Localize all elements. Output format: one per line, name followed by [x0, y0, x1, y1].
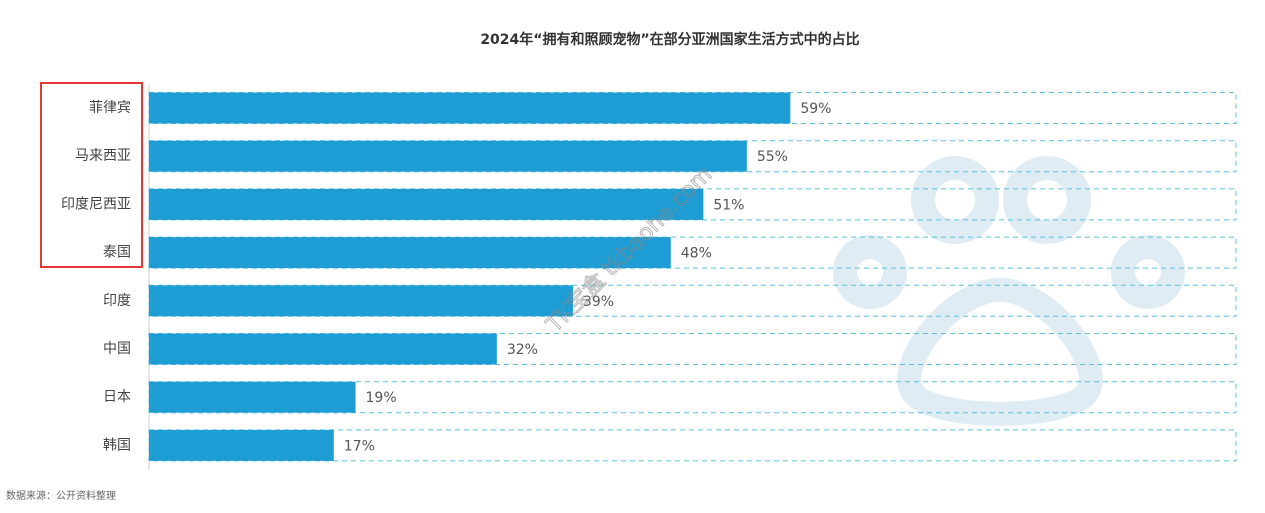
value-label: 48%	[681, 246, 712, 262]
source-note: 数据来源：公开资料整理	[6, 489, 116, 502]
bar	[149, 92, 791, 124]
bar	[149, 285, 573, 317]
value-label: 19%	[366, 390, 397, 406]
y-tick-label: 菲律宾	[89, 100, 131, 116]
bar-track	[148, 333, 1237, 365]
highlight-box	[40, 82, 143, 268]
value-label: 39%	[583, 294, 614, 310]
paw-decoration	[833, 156, 1185, 426]
bar	[149, 140, 747, 172]
value-label: 59%	[800, 101, 831, 117]
bar	[149, 381, 356, 413]
bar-track	[148, 381, 1237, 414]
y-tick-label: 日本	[103, 389, 131, 405]
bar-track	[148, 284, 1237, 317]
bar	[149, 333, 497, 365]
y-tick-label: 马来西亚	[75, 148, 131, 164]
y-tick-label: 泰国	[103, 245, 131, 261]
bar	[149, 237, 671, 269]
bar	[149, 188, 704, 220]
bar-track	[148, 429, 1237, 462]
y-tick-label: 印度尼西亚	[61, 196, 131, 212]
bar-track	[148, 236, 1237, 269]
value-label: 32%	[507, 342, 538, 358]
y-tick-label: 中国	[103, 341, 131, 357]
bar	[149, 429, 334, 461]
y-tick-label: 印度	[103, 293, 131, 309]
value-label: 55%	[757, 149, 788, 165]
value-label: 51%	[713, 197, 744, 213]
chart-title: 2024年“拥有和照顾宠物”在部分亚洲国家生活方式中的占比	[480, 31, 859, 48]
y-tick-label: 韩国	[103, 437, 131, 453]
value-label: 17%	[344, 438, 375, 454]
